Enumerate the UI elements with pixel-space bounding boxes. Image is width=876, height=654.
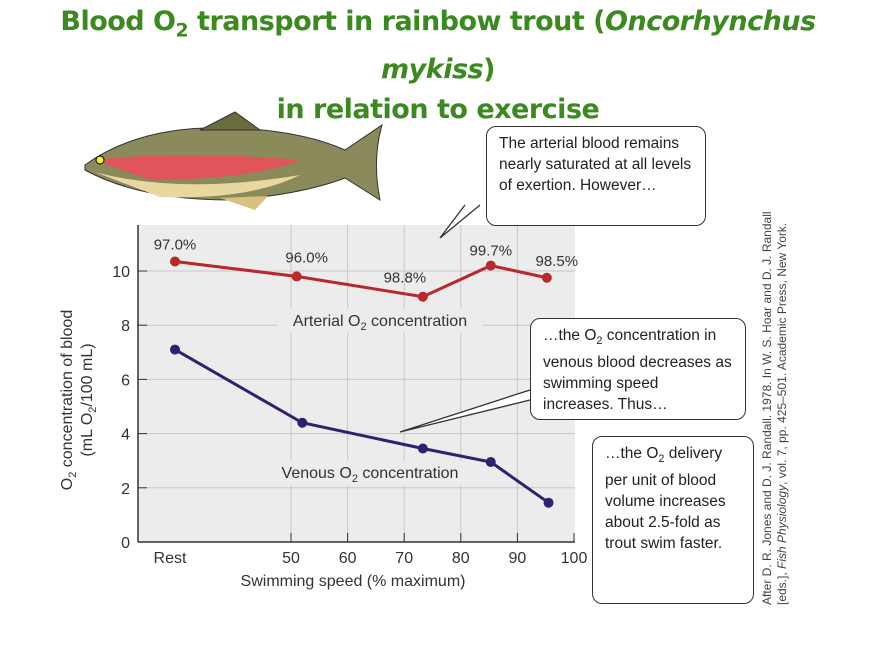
label-part: 2 <box>360 321 366 333</box>
y-label-part: concentration of blood <box>59 310 76 472</box>
slide-title: Blood O2 transport in rainbow trout (Onc… <box>60 6 816 126</box>
y-axis-label-units: (mL O2/100 mL) <box>79 343 99 456</box>
y-tick-label: 6 <box>121 372 130 389</box>
arterial-point <box>291 271 302 282</box>
saturation-label: 98.5% <box>536 253 579 270</box>
y-tick-label: 0 <box>121 535 130 552</box>
callout-arterial: The arterial blood remains nearly satura… <box>486 126 706 226</box>
saturation-label: 98.8% <box>384 270 427 287</box>
y-label-part: 2 <box>87 407 99 413</box>
saturation-label: 97.0% <box>154 237 197 254</box>
series-label-bg <box>278 309 482 333</box>
arterial-point <box>417 291 428 302</box>
x-axis-label: Swimming speed (% maximum) <box>241 573 466 590</box>
y-tick-label: 8 <box>121 318 130 335</box>
saturation-label: 99.7% <box>470 243 513 260</box>
saturation-label: 96.0% <box>285 249 328 266</box>
label-part: 2 <box>352 473 358 485</box>
venous-series-label: Venous O2 concentration <box>282 465 459 485</box>
x-tick-label: 80 <box>452 550 470 567</box>
y-label-part: O <box>59 478 76 490</box>
callout-pointers <box>399 204 531 433</box>
arterial-series-label: Arterial O2 concentration <box>293 313 467 333</box>
x-tick-label: 90 <box>509 550 527 567</box>
label-part: concentration <box>367 313 468 330</box>
label-part: Arterial O <box>293 313 361 330</box>
x-tick-label: 50 <box>282 550 300 567</box>
venous-point <box>417 443 428 454</box>
y-tick-label: 4 <box>121 427 130 444</box>
arterial-point <box>485 260 496 271</box>
venous-point <box>170 344 180 355</box>
label-part: concentration <box>358 465 459 482</box>
arterial-point <box>170 256 180 267</box>
venous-point <box>543 497 554 508</box>
y-tick-label: 2 <box>121 481 130 498</box>
arterial-point <box>541 272 552 283</box>
y-tick-label: 10 <box>112 264 130 281</box>
y-label-part: /100 mL) <box>79 343 96 406</box>
callout-delivery: …the O2 delivery per unit of blood volum… <box>592 436 754 604</box>
source-citation: After D. R. Jones and D. J. Randall. 197… <box>760 211 789 605</box>
x-tick-label: 100 <box>561 550 588 567</box>
y-label-part: (mL O <box>79 413 96 457</box>
y-label-part: 2 <box>67 472 79 478</box>
series-label-bg <box>268 461 472 485</box>
callout-venous: …the O2 concentration in venous blood de… <box>530 318 746 420</box>
venous-point <box>297 417 308 428</box>
trout-illustration <box>84 111 383 210</box>
x-tick-label: 60 <box>339 550 357 567</box>
venous-point <box>485 457 496 468</box>
x-tick-label: 70 <box>395 550 413 567</box>
y-axis-label: O2 concentration of blood <box>59 310 79 490</box>
x-tick-label: Rest <box>154 550 187 567</box>
label-part: Venous O <box>282 465 352 482</box>
